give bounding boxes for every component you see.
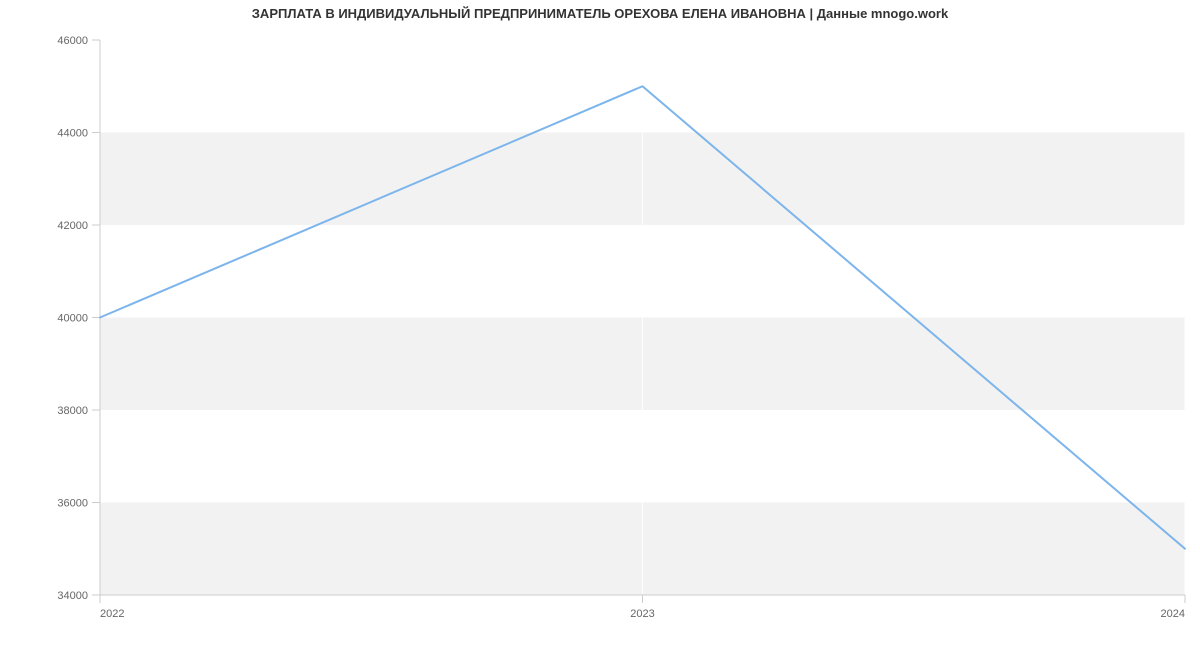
y-tick-label: 38000: [57, 405, 88, 417]
y-tick-label: 42000: [57, 220, 88, 232]
y-tick-label: 36000: [57, 498, 88, 510]
chart-svg: 34000 36000 38000 40000 42000 44000 46000 2022 2…: [0, 0, 1200, 650]
y-tick-label: 46000: [57, 35, 88, 47]
salary-line-chart: ЗАРПЛАТА В ИНДИВИДУАЛЬНЫЙ ПРЕДПРИНИМАТЕЛ…: [0, 0, 1200, 650]
x-tick-label: 2022: [100, 608, 124, 620]
y-tick-label: 40000: [57, 313, 88, 325]
y-tick-label: 44000: [57, 128, 88, 140]
x-tick-label: 2024: [1161, 608, 1185, 620]
y-tick-label: 34000: [57, 590, 88, 602]
x-tick-label: 2023: [630, 608, 654, 620]
